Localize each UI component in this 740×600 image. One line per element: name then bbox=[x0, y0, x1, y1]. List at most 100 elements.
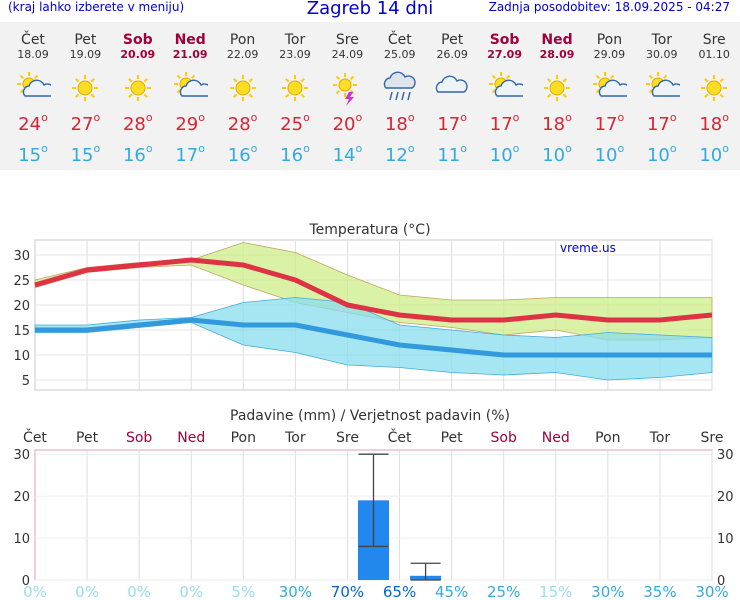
x-tick-label: Sob bbox=[491, 430, 517, 446]
min-temperature: 10o bbox=[489, 142, 520, 166]
day-date: 30.09 bbox=[646, 48, 678, 61]
min-temperature: 11o bbox=[437, 142, 467, 166]
y-tick-label: 10 bbox=[13, 349, 30, 364]
menu-hint: (kraj lahko izberete v meniju) bbox=[8, 0, 185, 14]
y-tick-label-right: 10 bbox=[717, 532, 734, 547]
min-temperature: 16o bbox=[280, 142, 310, 166]
sun-cloud-icon bbox=[174, 72, 209, 97]
probability-label: 5% bbox=[231, 583, 255, 600]
y-tick-label: 10 bbox=[13, 532, 30, 547]
day-name: Ned bbox=[541, 32, 573, 48]
probability-label: 30% bbox=[279, 583, 312, 600]
x-tick-label: Sob bbox=[126, 430, 152, 446]
x-tick-label: Ned bbox=[542, 430, 570, 446]
day-date: 01.10 bbox=[698, 48, 730, 61]
x-tick-label: Pet bbox=[441, 430, 464, 446]
max-temperature: 18o bbox=[699, 111, 729, 135]
y-tick-label: 5 bbox=[22, 374, 30, 389]
x-tick-label: Pet bbox=[76, 430, 99, 446]
day-date: 18.09 bbox=[17, 48, 49, 61]
y-tick-label-right: 30 bbox=[717, 448, 734, 463]
probability-label: 30% bbox=[695, 583, 728, 600]
cloud-icon bbox=[435, 75, 468, 93]
probability-label: 30% bbox=[591, 583, 624, 600]
y-tick-label: 0 bbox=[22, 574, 30, 589]
y-tick-label: 20 bbox=[13, 490, 30, 505]
x-tick-label: Čet bbox=[388, 428, 412, 446]
y-tick-label: 30 bbox=[13, 448, 30, 463]
probability-label: 45% bbox=[435, 583, 468, 600]
sun-icon bbox=[544, 75, 570, 101]
day-name: Sre bbox=[702, 32, 726, 48]
day-name: Čet bbox=[387, 32, 412, 48]
sun-storm-icon bbox=[333, 73, 358, 106]
probability-label: 0% bbox=[75, 583, 99, 600]
probability-label: 0% bbox=[127, 583, 151, 600]
day-date: 21.09 bbox=[172, 48, 208, 61]
y-tick-label: 25 bbox=[13, 274, 30, 289]
min-temperature: 15o bbox=[18, 142, 48, 166]
max-temperature: 17o bbox=[594, 111, 625, 135]
max-temperature: 24o bbox=[18, 111, 48, 135]
x-tick-label: Tor bbox=[284, 430, 306, 446]
sun-icon bbox=[229, 75, 256, 101]
x-tick-label: Čet bbox=[23, 428, 47, 446]
probability-label: 15% bbox=[539, 583, 572, 600]
last-update: Zadnja posodobitev: 18.09.2025 - 04:27 bbox=[488, 0, 730, 14]
min-temperature: 14o bbox=[332, 142, 363, 166]
day-name: Pet bbox=[74, 32, 97, 48]
day-date: 19.09 bbox=[69, 48, 102, 61]
day-date: 25.09 bbox=[384, 48, 416, 61]
max-temperature: 27o bbox=[70, 111, 101, 135]
day-name: Sob bbox=[122, 32, 153, 48]
day-date: 27.09 bbox=[487, 48, 522, 61]
watermark: vreme.us bbox=[560, 241, 616, 255]
sun-icon bbox=[72, 75, 99, 101]
precipitation-chart: Padavine (mm) / Verjetnost padavin (%) Če… bbox=[13, 408, 734, 600]
max-temperature: 17o bbox=[489, 111, 520, 135]
day-name: Pon bbox=[229, 32, 256, 48]
max-temperature-line bbox=[34, 257, 713, 323]
sun-icon bbox=[124, 75, 151, 101]
x-tick-label: Tor bbox=[649, 430, 671, 446]
y-tick-label: 30 bbox=[13, 249, 30, 264]
day-date: 20.09 bbox=[120, 48, 156, 61]
day-date: 23.09 bbox=[279, 48, 311, 61]
max-temperature: 28o bbox=[227, 111, 258, 135]
sun-cloud-icon bbox=[593, 72, 628, 97]
day-date: 26.09 bbox=[436, 48, 468, 61]
max-temperature: 25o bbox=[280, 111, 310, 135]
min-temperature: 15o bbox=[70, 142, 101, 166]
x-tick-label: Ned bbox=[177, 430, 205, 446]
max-temperature: 20o bbox=[332, 111, 363, 135]
y-tick-label: 15 bbox=[13, 324, 30, 339]
y-tick-label: 20 bbox=[13, 299, 30, 314]
min-temperature: 16o bbox=[122, 142, 153, 166]
probability-label: 65% bbox=[383, 583, 416, 600]
probability-label: 0% bbox=[23, 583, 47, 600]
page-title: Zagreb 14 dni bbox=[306, 0, 434, 19]
day-name: Pet bbox=[441, 32, 464, 48]
sun-cloud-icon bbox=[17, 72, 51, 97]
probability-label: 25% bbox=[487, 583, 520, 600]
rain-cloud-icon bbox=[383, 71, 416, 101]
x-tick-label: Sre bbox=[701, 430, 724, 446]
daily-forecast-panel: Čet 18.09 24o 15o Pet 19.09 27o 15o Sob 20.09 28o 1… bbox=[0, 22, 740, 170]
day-name: Pon bbox=[596, 32, 623, 48]
sun-cloud-icon bbox=[488, 72, 523, 97]
max-temperature: 18o bbox=[384, 111, 415, 135]
x-tick-label: Pon bbox=[231, 430, 256, 446]
max-temperature: 28o bbox=[122, 111, 153, 135]
day-date: 28.09 bbox=[539, 48, 575, 61]
y-tick-label-right: 20 bbox=[717, 490, 734, 505]
day-date: 24.09 bbox=[331, 48, 364, 61]
min-temperature: 10o bbox=[542, 142, 572, 166]
min-temperature-line bbox=[35, 317, 712, 358]
chart-title: Padavine (mm) / Verjetnost padavin (%) bbox=[230, 408, 510, 424]
min-temperature: 16o bbox=[227, 142, 258, 166]
sun-icon bbox=[701, 75, 728, 101]
max-temperature: 17o bbox=[646, 111, 677, 135]
day-name: Sob bbox=[489, 32, 520, 48]
min-temperature: 10o bbox=[699, 142, 729, 166]
min-temperature: 12o bbox=[384, 142, 415, 166]
